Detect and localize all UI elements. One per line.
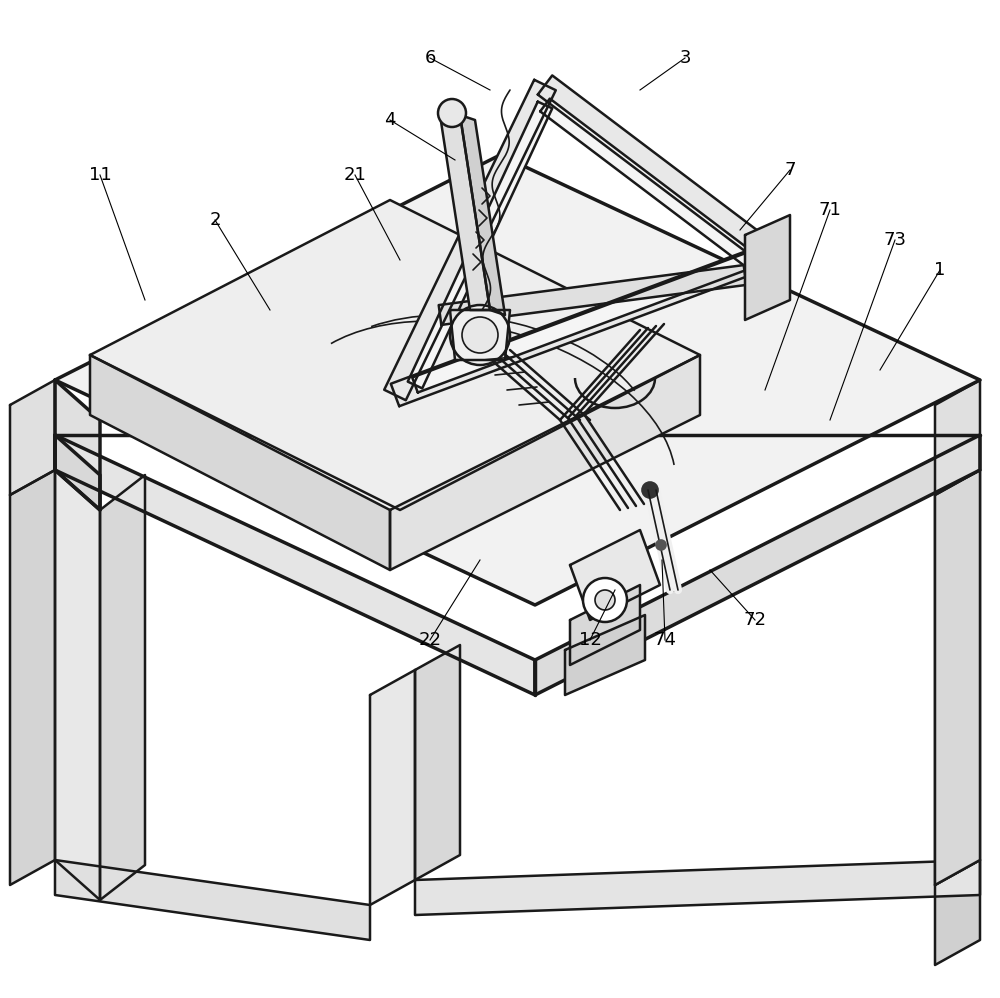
Polygon shape [935,380,980,495]
Polygon shape [55,380,100,510]
Polygon shape [535,435,980,695]
Polygon shape [745,215,790,320]
Polygon shape [55,435,100,510]
Circle shape [583,578,627,622]
Polygon shape [90,355,390,570]
Polygon shape [55,155,980,605]
Polygon shape [935,470,980,885]
Polygon shape [412,252,753,392]
Polygon shape [439,265,746,325]
Polygon shape [100,475,145,900]
Text: 11: 11 [89,166,111,184]
Polygon shape [10,380,55,495]
Polygon shape [415,860,980,915]
Text: 71: 71 [819,201,841,219]
Polygon shape [90,200,700,510]
Text: 22: 22 [418,631,442,649]
Text: 74: 74 [654,631,676,649]
Circle shape [595,590,615,610]
Text: 2: 2 [209,211,221,229]
Polygon shape [384,80,556,400]
Polygon shape [390,355,700,570]
Polygon shape [570,585,640,665]
Text: 21: 21 [344,166,366,184]
Polygon shape [415,645,460,880]
Circle shape [642,482,658,498]
Text: 12: 12 [579,631,601,649]
Circle shape [450,305,510,365]
Polygon shape [540,99,755,266]
Text: 7: 7 [784,161,796,179]
Text: 3: 3 [679,49,691,67]
Polygon shape [935,860,980,965]
Polygon shape [55,860,370,940]
Circle shape [462,317,498,353]
Circle shape [656,540,666,550]
Text: 72: 72 [744,611,767,629]
Text: 1: 1 [934,261,946,279]
Polygon shape [460,115,505,315]
Polygon shape [408,102,552,388]
Polygon shape [10,470,55,885]
Polygon shape [538,76,777,264]
Polygon shape [370,670,415,905]
Text: 4: 4 [384,111,396,129]
Text: 73: 73 [884,231,906,249]
Circle shape [438,99,466,127]
Polygon shape [391,244,774,406]
Polygon shape [55,435,535,695]
Polygon shape [565,615,645,695]
Polygon shape [570,530,660,620]
Text: 6: 6 [424,49,436,67]
Polygon shape [55,470,100,900]
Polygon shape [450,310,510,360]
Polygon shape [935,470,980,885]
Polygon shape [440,115,490,310]
